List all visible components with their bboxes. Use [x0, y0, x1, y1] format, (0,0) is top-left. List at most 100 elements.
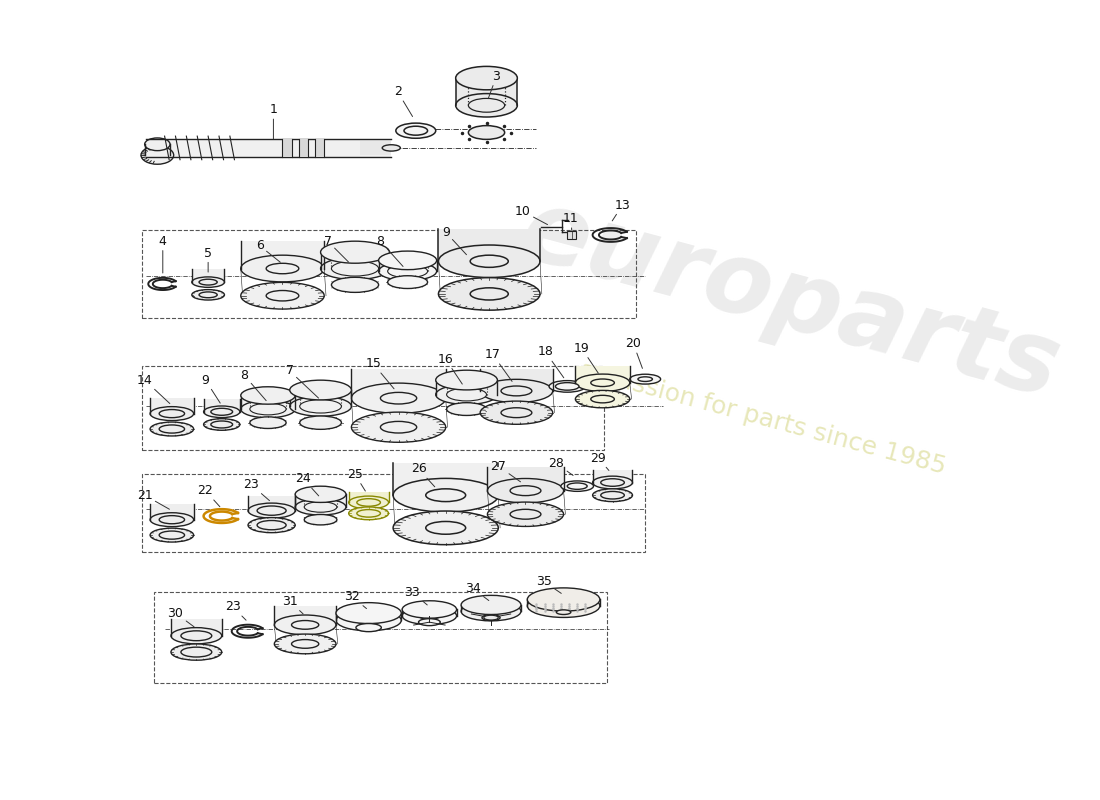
Ellipse shape — [356, 510, 381, 517]
Ellipse shape — [378, 251, 437, 270]
Text: europarts: europarts — [510, 182, 1070, 418]
Polygon shape — [315, 139, 324, 157]
Ellipse shape — [180, 647, 212, 657]
Ellipse shape — [549, 381, 585, 392]
Ellipse shape — [141, 146, 174, 164]
Text: 21: 21 — [136, 489, 169, 510]
Text: 27: 27 — [491, 460, 520, 482]
Ellipse shape — [299, 400, 341, 413]
Polygon shape — [481, 369, 552, 391]
Ellipse shape — [575, 374, 630, 391]
Ellipse shape — [455, 94, 517, 117]
Text: 26: 26 — [410, 462, 435, 487]
Polygon shape — [393, 462, 498, 495]
Polygon shape — [170, 619, 222, 636]
Ellipse shape — [349, 507, 388, 520]
Ellipse shape — [150, 406, 194, 421]
Ellipse shape — [557, 610, 571, 614]
Ellipse shape — [305, 502, 337, 512]
Ellipse shape — [481, 401, 552, 424]
Ellipse shape — [447, 388, 486, 401]
Text: a passion for parts since 1985: a passion for parts since 1985 — [578, 358, 949, 478]
Ellipse shape — [204, 406, 240, 418]
Ellipse shape — [211, 408, 232, 415]
Text: 8: 8 — [376, 235, 403, 266]
Ellipse shape — [601, 491, 625, 499]
Ellipse shape — [248, 518, 295, 533]
Text: 8: 8 — [241, 369, 266, 401]
Bar — [154, 592, 607, 683]
Ellipse shape — [170, 628, 222, 644]
Ellipse shape — [150, 422, 194, 436]
Ellipse shape — [593, 489, 632, 502]
Text: 23: 23 — [224, 600, 246, 620]
Polygon shape — [299, 139, 308, 157]
Ellipse shape — [461, 602, 521, 621]
Polygon shape — [248, 496, 295, 510]
Polygon shape — [146, 139, 392, 157]
Ellipse shape — [436, 370, 497, 390]
Ellipse shape — [160, 516, 185, 524]
Ellipse shape — [426, 489, 465, 502]
Text: 5: 5 — [205, 246, 212, 272]
Ellipse shape — [145, 138, 170, 150]
Text: 9: 9 — [442, 226, 466, 254]
Polygon shape — [461, 605, 521, 611]
Ellipse shape — [439, 245, 540, 278]
Ellipse shape — [510, 486, 541, 496]
Ellipse shape — [248, 503, 295, 518]
Text: 9: 9 — [201, 374, 220, 403]
Ellipse shape — [561, 481, 594, 491]
Polygon shape — [527, 599, 600, 606]
Ellipse shape — [299, 416, 341, 430]
Ellipse shape — [266, 263, 299, 274]
Ellipse shape — [387, 265, 428, 278]
Text: 7: 7 — [286, 365, 319, 398]
Ellipse shape — [305, 514, 337, 525]
Text: 14: 14 — [136, 374, 169, 403]
Ellipse shape — [160, 425, 185, 433]
Ellipse shape — [180, 631, 212, 641]
Ellipse shape — [487, 478, 563, 503]
Ellipse shape — [439, 278, 540, 310]
Polygon shape — [283, 139, 292, 157]
Text: 15: 15 — [365, 358, 394, 389]
Text: 30: 30 — [167, 606, 194, 627]
Ellipse shape — [356, 498, 381, 506]
Ellipse shape — [461, 595, 521, 614]
Ellipse shape — [556, 382, 579, 390]
Ellipse shape — [436, 385, 497, 405]
Ellipse shape — [211, 421, 232, 428]
Text: 20: 20 — [626, 338, 642, 368]
Ellipse shape — [418, 618, 440, 626]
Polygon shape — [274, 606, 336, 625]
Text: 17: 17 — [485, 348, 513, 382]
Ellipse shape — [455, 66, 517, 90]
Polygon shape — [295, 494, 346, 507]
Ellipse shape — [591, 395, 615, 403]
Polygon shape — [204, 399, 240, 412]
Text: 16: 16 — [438, 353, 462, 384]
Polygon shape — [593, 470, 632, 482]
Ellipse shape — [150, 528, 194, 542]
Text: 31: 31 — [282, 595, 304, 614]
Ellipse shape — [404, 126, 428, 135]
Ellipse shape — [378, 262, 437, 281]
Text: 2: 2 — [394, 86, 412, 117]
Ellipse shape — [250, 403, 286, 415]
Ellipse shape — [199, 279, 217, 285]
Ellipse shape — [295, 499, 346, 515]
Ellipse shape — [527, 594, 600, 618]
Text: 1: 1 — [270, 103, 277, 138]
Ellipse shape — [418, 612, 440, 619]
Ellipse shape — [568, 483, 587, 490]
Ellipse shape — [250, 417, 286, 429]
Ellipse shape — [638, 377, 652, 382]
Ellipse shape — [241, 386, 295, 404]
Ellipse shape — [403, 607, 456, 625]
Ellipse shape — [510, 510, 541, 519]
Ellipse shape — [289, 397, 351, 416]
Ellipse shape — [331, 278, 378, 292]
Ellipse shape — [382, 145, 400, 151]
Text: 22: 22 — [198, 484, 220, 506]
